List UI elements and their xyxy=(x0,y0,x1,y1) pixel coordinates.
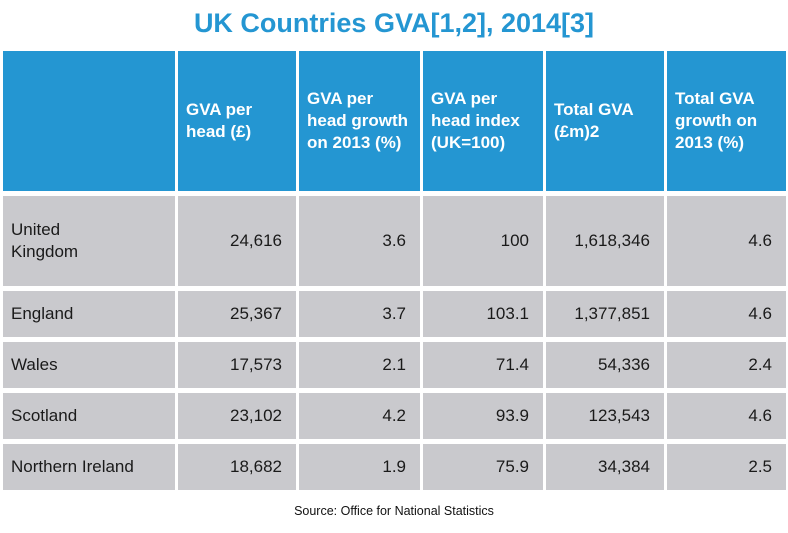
table-row-united-kingdom: United Kingdom 24,616 3.6 100 1,618,346 … xyxy=(3,196,786,286)
table-cell: 18,682 xyxy=(178,444,296,490)
header-row: GVA per head (£) GVA per head growth on … xyxy=(3,51,786,191)
table-cell: 3.7 xyxy=(299,291,420,337)
table-cell: 2.4 xyxy=(667,342,786,388)
table-cell: 1,618,346 xyxy=(546,196,664,286)
column-header-gva-per-head: GVA per head (£) xyxy=(178,51,296,191)
table-cell: 103.1 xyxy=(423,291,543,337)
row-label: Scotland xyxy=(3,393,175,439)
table-cell: 75.9 xyxy=(423,444,543,490)
table-cell: 100 xyxy=(423,196,543,286)
table-cell: 4.6 xyxy=(667,291,786,337)
table-row-scotland: Scotland 23,102 4.2 93.9 123,543 4.6 xyxy=(3,393,786,439)
table-cell: 4.6 xyxy=(667,393,786,439)
table-cell: 54,336 xyxy=(546,342,664,388)
table-cell: 24,616 xyxy=(178,196,296,286)
column-header-total-gva: Total GVA (£m)2 xyxy=(546,51,664,191)
page-title: UK Countries GVA[1,2], 2014[3] xyxy=(193,8,595,38)
table-cell: 4.2 xyxy=(299,393,420,439)
row-label-text: United Kingdom xyxy=(11,219,79,261)
column-header-gva-per-head-index: GVA per head index (UK=100) xyxy=(423,51,543,191)
table-cell: 34,384 xyxy=(546,444,664,490)
table-cell: 25,367 xyxy=(178,291,296,337)
row-label: Wales xyxy=(3,342,175,388)
table-cell: 2.5 xyxy=(667,444,786,490)
source-caption: Source: Office for National Statistics xyxy=(294,504,494,518)
table-cell: 23,102 xyxy=(178,393,296,439)
table-cell: 4.6 xyxy=(667,196,786,286)
row-label: Northern Ireland xyxy=(3,444,175,490)
table-row-wales: Wales 17,573 2.1 71.4 54,336 2.4 xyxy=(3,342,786,388)
column-header-total-gva-growth: Total GVA growth on 2013 (%) xyxy=(667,51,786,191)
column-header-country xyxy=(3,51,175,191)
table-cell: 123,543 xyxy=(546,393,664,439)
row-label: England xyxy=(3,291,175,337)
table-cell: 3.6 xyxy=(299,196,420,286)
table-cell: 93.9 xyxy=(423,393,543,439)
table-cell: 1.9 xyxy=(299,444,420,490)
gva-table: GVA per head (£) GVA per head growth on … xyxy=(0,46,788,495)
table-cell: 1,377,851 xyxy=(546,291,664,337)
table-row-england: England 25,367 3.7 103.1 1,377,851 4.6 xyxy=(3,291,786,337)
table-cell: 71.4 xyxy=(423,342,543,388)
column-header-gva-per-head-growth: GVA per head growth on 2013 (%) xyxy=(299,51,420,191)
table-row-northern-ireland: Northern Ireland 18,682 1.9 75.9 34,384 … xyxy=(3,444,786,490)
table-cell: 2.1 xyxy=(299,342,420,388)
table-cell: 17,573 xyxy=(178,342,296,388)
row-label: United Kingdom xyxy=(3,196,175,286)
